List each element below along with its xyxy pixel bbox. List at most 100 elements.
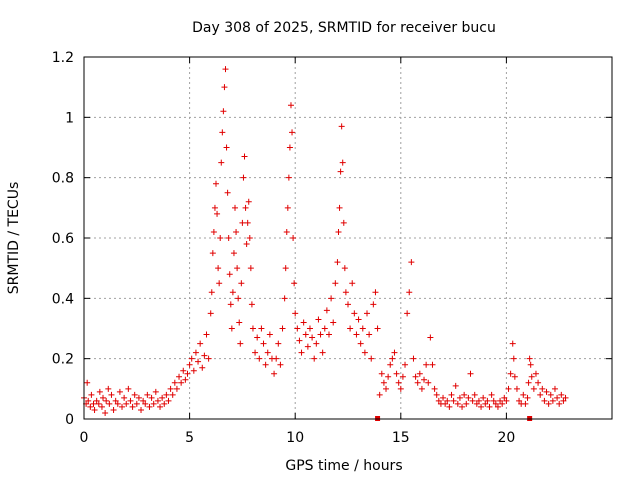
data-point — [353, 331, 360, 338]
data-point — [242, 204, 249, 211]
data-point — [264, 349, 271, 356]
data-point — [205, 355, 212, 362]
data-point — [404, 310, 411, 317]
data-point — [520, 391, 527, 398]
data-point — [399, 373, 406, 380]
data-point — [313, 340, 320, 347]
data-point — [347, 325, 354, 332]
data-point — [219, 129, 226, 136]
data-point — [154, 397, 161, 404]
data-point — [480, 394, 487, 401]
data-point — [418, 385, 425, 392]
data-point — [317, 331, 324, 338]
data-point — [233, 228, 240, 235]
data-point — [197, 340, 204, 347]
data-point — [330, 319, 337, 326]
data-point — [290, 235, 297, 241]
data-point — [224, 189, 231, 196]
data-point — [510, 355, 517, 362]
data-point — [423, 361, 430, 368]
data-point — [494, 403, 501, 410]
data-point — [98, 403, 105, 410]
data-point — [215, 265, 222, 272]
data-point — [463, 400, 470, 407]
data-point — [325, 331, 332, 338]
data-point — [537, 391, 544, 398]
data-point — [431, 385, 438, 392]
data-point — [157, 403, 164, 410]
data-point — [88, 391, 95, 398]
data-point — [221, 84, 228, 91]
y-axis-label: SRMTID / TECUs — [6, 182, 22, 295]
data-point — [125, 385, 132, 392]
data-point — [220, 108, 227, 115]
data-point — [408, 259, 415, 266]
y-tick-label: 1.2 — [52, 50, 74, 66]
data-point — [195, 358, 202, 365]
data-point — [391, 349, 398, 356]
x-tick-label: 10 — [286, 430, 304, 446]
data-point — [167, 385, 174, 392]
data-point — [210, 228, 217, 235]
data-point — [471, 391, 478, 398]
data-point — [182, 376, 189, 383]
data-point — [488, 391, 495, 398]
data-point — [524, 394, 531, 401]
x-tick-label: 15 — [392, 430, 410, 446]
data-point — [96, 388, 103, 395]
data-point — [359, 325, 366, 332]
data-point — [302, 331, 309, 338]
data-point — [208, 289, 215, 296]
data-point — [558, 391, 565, 398]
data-point — [211, 204, 218, 211]
data-point — [433, 391, 440, 398]
data-point — [91, 406, 98, 413]
data-point — [282, 265, 289, 272]
data-point — [214, 210, 221, 217]
data-point — [509, 340, 516, 347]
data-point — [315, 316, 322, 323]
data-point — [173, 385, 180, 392]
data-point — [335, 228, 342, 235]
data-point — [246, 235, 253, 241]
data-point — [486, 403, 493, 410]
data-point — [416, 370, 423, 377]
data-point — [503, 397, 510, 404]
data-point — [180, 367, 187, 374]
data-point — [106, 400, 113, 407]
y-tick-label: 1 — [65, 110, 74, 126]
data-point — [380, 379, 387, 386]
data-point — [454, 400, 461, 407]
data-point — [203, 331, 210, 338]
data-point — [110, 406, 117, 413]
data-point — [334, 259, 341, 266]
data-point — [277, 361, 284, 368]
data-point — [237, 340, 244, 347]
data-point — [361, 349, 368, 356]
data-point — [169, 391, 176, 398]
data-point — [292, 310, 299, 317]
data-point — [475, 397, 482, 404]
data-point — [239, 219, 246, 226]
data-point — [249, 325, 256, 332]
data-point — [452, 382, 459, 389]
data-point — [226, 271, 233, 278]
data-point — [412, 373, 419, 380]
data-point — [513, 385, 520, 392]
data-point — [159, 394, 166, 401]
data-point — [530, 385, 537, 392]
data-point — [364, 310, 371, 317]
data-point — [338, 123, 345, 130]
data-point — [444, 397, 451, 404]
data-point — [286, 144, 293, 151]
data-point — [225, 235, 232, 241]
data-point — [252, 349, 259, 356]
data-point — [547, 391, 554, 398]
data-point — [482, 400, 489, 407]
data-point — [176, 373, 183, 380]
data-point — [148, 394, 155, 401]
data-point — [275, 340, 282, 347]
data-point — [114, 400, 121, 407]
data-point — [355, 316, 362, 323]
data-point — [296, 337, 303, 344]
